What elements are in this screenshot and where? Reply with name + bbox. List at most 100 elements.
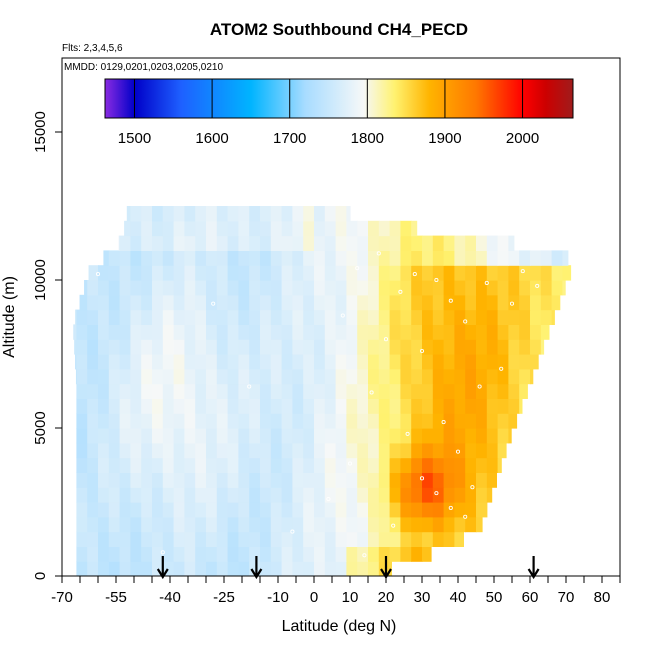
heatmap-cell [346,339,358,355]
heatmap-cell [130,398,142,414]
heatmap-cell [162,354,175,370]
heatmap-cell [314,428,326,444]
heatmap-cell [314,220,326,237]
heatmap-cell [195,354,207,370]
heatmap-cell [400,442,412,459]
heatmap-cell [314,472,326,488]
heatmap-cell [249,546,261,562]
heatmap-cell [162,324,175,340]
sample-point [434,491,439,496]
heatmap-cell [270,442,283,459]
heatmap-cell [108,502,121,518]
heatmap-cell [270,368,283,385]
heatmap-cell [249,442,261,459]
heatmap-cell [378,516,391,533]
heatmap-cell [389,561,392,576]
heatmap-cell [389,516,401,533]
heatmap-cell [108,368,121,385]
heatmap-cell [260,428,272,444]
heatmap-cell [378,220,391,237]
heatmap-cell [411,442,423,459]
heatmap-cell [281,368,293,385]
heatmap-cell [270,354,283,370]
heatmap-cell [281,383,293,399]
heatmap-cell [195,280,207,296]
heatmap-cell [368,546,380,562]
heatmap-cell [130,502,142,518]
heatmap-cell [465,442,477,459]
heatmap-cell [411,324,423,340]
heatmap-cell [260,457,272,473]
heatmap-cell [162,502,175,518]
heatmap-cell [195,309,207,325]
heatmap-cell [119,487,131,503]
heatmap-cell [108,472,121,488]
heatmap-cell [152,324,164,340]
sample-point [434,277,439,283]
heatmap-cell [98,428,110,444]
heatmap-cell [227,383,239,399]
colorbar-tick-label: 1500 [118,130,151,147]
heatmap-cell [432,309,445,325]
heatmap-cell [540,309,553,325]
heatmap-cell [540,294,553,311]
heatmap-cell [216,368,229,385]
heatmap-cell [432,413,445,429]
heatmap-cell [98,368,110,385]
heatmap-cell [173,531,185,547]
heatmap-cell [497,294,509,311]
heatmap-cell [486,294,499,311]
heatmap-cell [195,546,207,562]
heatmap-cell [346,516,358,533]
heatmap-cell [119,413,131,429]
heatmap-cell [281,398,293,414]
heatmap-cell [249,354,261,370]
heatmap-cell [260,368,272,385]
heatmap-cell [119,561,131,576]
heatmap-cell [378,546,391,562]
heatmap-cell [162,309,175,325]
heatmap-cell [195,339,207,355]
heatmap-cell [378,428,391,444]
heatmap-cell [152,309,164,325]
heatmap-cell [497,250,509,266]
heatmap-cell [195,250,207,266]
heatmap-cell [400,413,412,429]
y-tick-label: 15000 [32,111,49,153]
heatmap-cell [303,398,315,414]
heatmap-cell [551,265,563,281]
heatmap-cell [249,294,261,311]
heatmap-cell [314,531,326,547]
heatmap-cell [292,206,304,222]
heatmap-cell [260,502,272,518]
heatmap-cell [389,457,401,473]
heatmap-cell [152,428,164,444]
heatmap-cell [108,265,121,281]
heatmap-cell [400,487,412,503]
heatmap-cell [141,472,153,488]
heatmap-cell [130,309,142,325]
x-tick-label: 70 [558,589,575,606]
heatmap-cell [216,457,229,473]
heatmap-cell [281,502,293,518]
plot-frame [61,57,621,577]
heatmap-cell [87,487,99,503]
heatmap-cell [173,339,185,355]
heatmap-cell [108,457,121,473]
heatmap-cell [238,235,250,251]
heatmap-cell [76,398,88,414]
heatmap-cell [357,442,369,459]
heatmap-cell [152,206,164,222]
heatmap-cell [519,265,531,281]
sample-point [247,384,252,389]
heatmap-cell [227,309,239,325]
heatmap-cell [162,206,175,222]
heatmap-cell [324,235,337,251]
heatmap-cell [249,220,261,237]
heatmap-cell [454,354,466,370]
heatmap-cell [400,294,412,311]
heatmap-cell [378,502,391,518]
heatmap-cell [87,531,99,547]
heatmap-cell [378,383,391,399]
heatmap-cell [227,398,239,414]
